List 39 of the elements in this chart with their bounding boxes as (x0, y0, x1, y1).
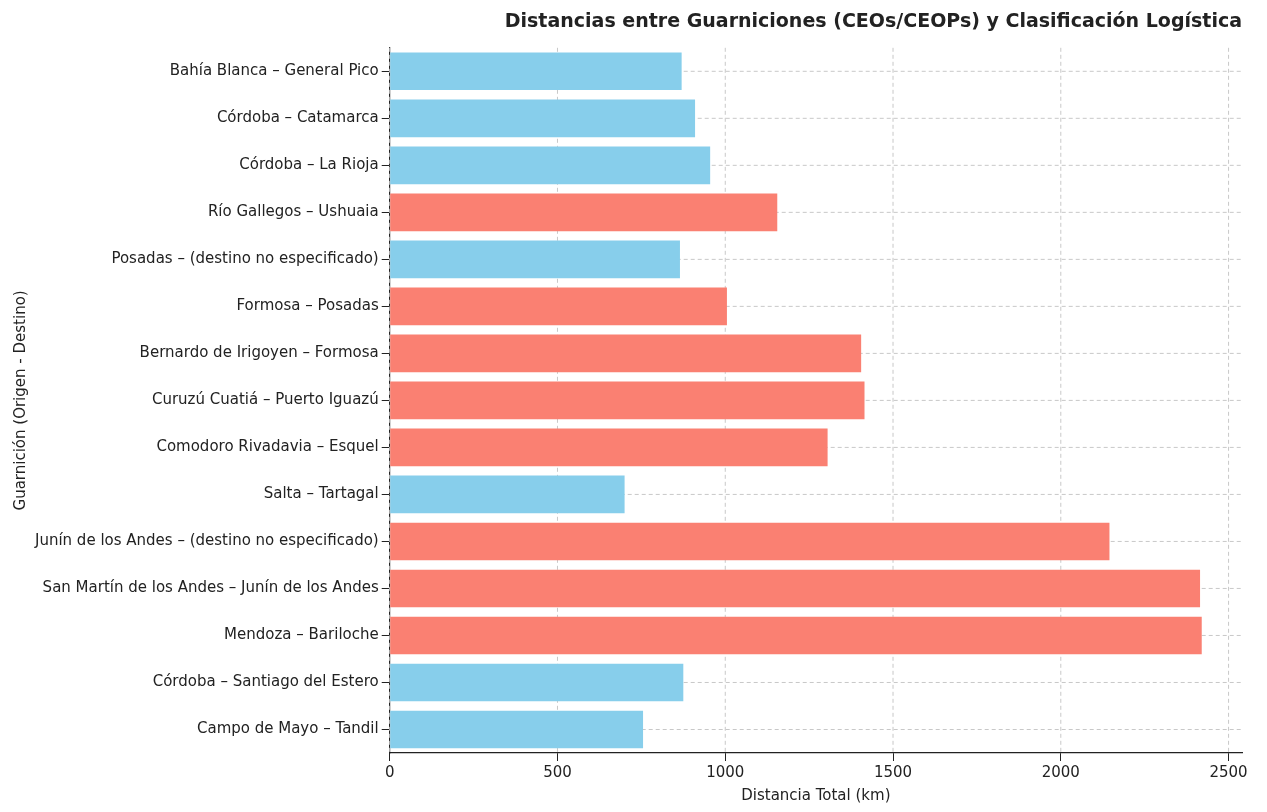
bar (390, 616, 1202, 655)
y-tick-label: Campo de Mayo – Tandil (196, 719, 379, 738)
bar (390, 334, 862, 373)
y-tick-label: Salta – Tartagal (263, 484, 379, 503)
bar (390, 569, 1201, 608)
bar (390, 287, 727, 326)
y-tick-label: Córdoba – Catamarca (216, 108, 379, 127)
x-axis-title: Distancia Total (km) (741, 785, 891, 804)
y-tick-label: Bahía Blanca – General Pico (169, 61, 379, 80)
y-tick-label: Curuzú Cuatiá – Puerto Iguazú (151, 390, 379, 409)
x-tick-label: 0 (384, 762, 395, 781)
y-tick-label: Río Gallegos – Ushuaia (207, 202, 379, 221)
bar (390, 193, 778, 232)
bar (390, 381, 865, 420)
y-tick-label: Córdoba – Santiago del Estero (152, 672, 379, 691)
x-tick-label: 2000 (1041, 762, 1080, 781)
bar (390, 52, 682, 91)
bar (390, 475, 625, 514)
chart-title: Distancias entre Guarniciones (CEOs/CEOPs) y Clasificación Logística (504, 9, 1242, 32)
y-tick-label: Córdoba – La Rioja (239, 155, 379, 174)
bar (390, 710, 644, 749)
y-tick-label: San Martín de los Andes – Junín de los Andes (42, 578, 379, 597)
y-tick-label: Mendoza – Bariloche (224, 625, 379, 644)
x-tick-label: 1500 (873, 762, 913, 781)
bar (390, 99, 696, 138)
y-tick-label: Formosa – Posadas (236, 296, 379, 315)
x-tick-label: 2500 (1209, 762, 1248, 781)
y-tick-label: Bernardo de Irigoyen – Formosa (139, 343, 379, 362)
bar (390, 663, 684, 702)
y-tick-label: Junín de los Andes – (destino no especificado) (33, 531, 379, 550)
x-tick-label: 500 (543, 762, 572, 781)
bar (390, 146, 711, 185)
bar (390, 240, 680, 279)
x-tick-label: 1000 (706, 762, 745, 781)
y-axis-title: Guarnición (Origen - Destino) (10, 290, 29, 511)
bar (390, 428, 828, 467)
bar (390, 522, 1110, 561)
y-tick-label: Posadas – (destino no especificado) (111, 249, 379, 268)
y-tick-label: Comodoro Rivadavia – Esquel (156, 437, 379, 456)
